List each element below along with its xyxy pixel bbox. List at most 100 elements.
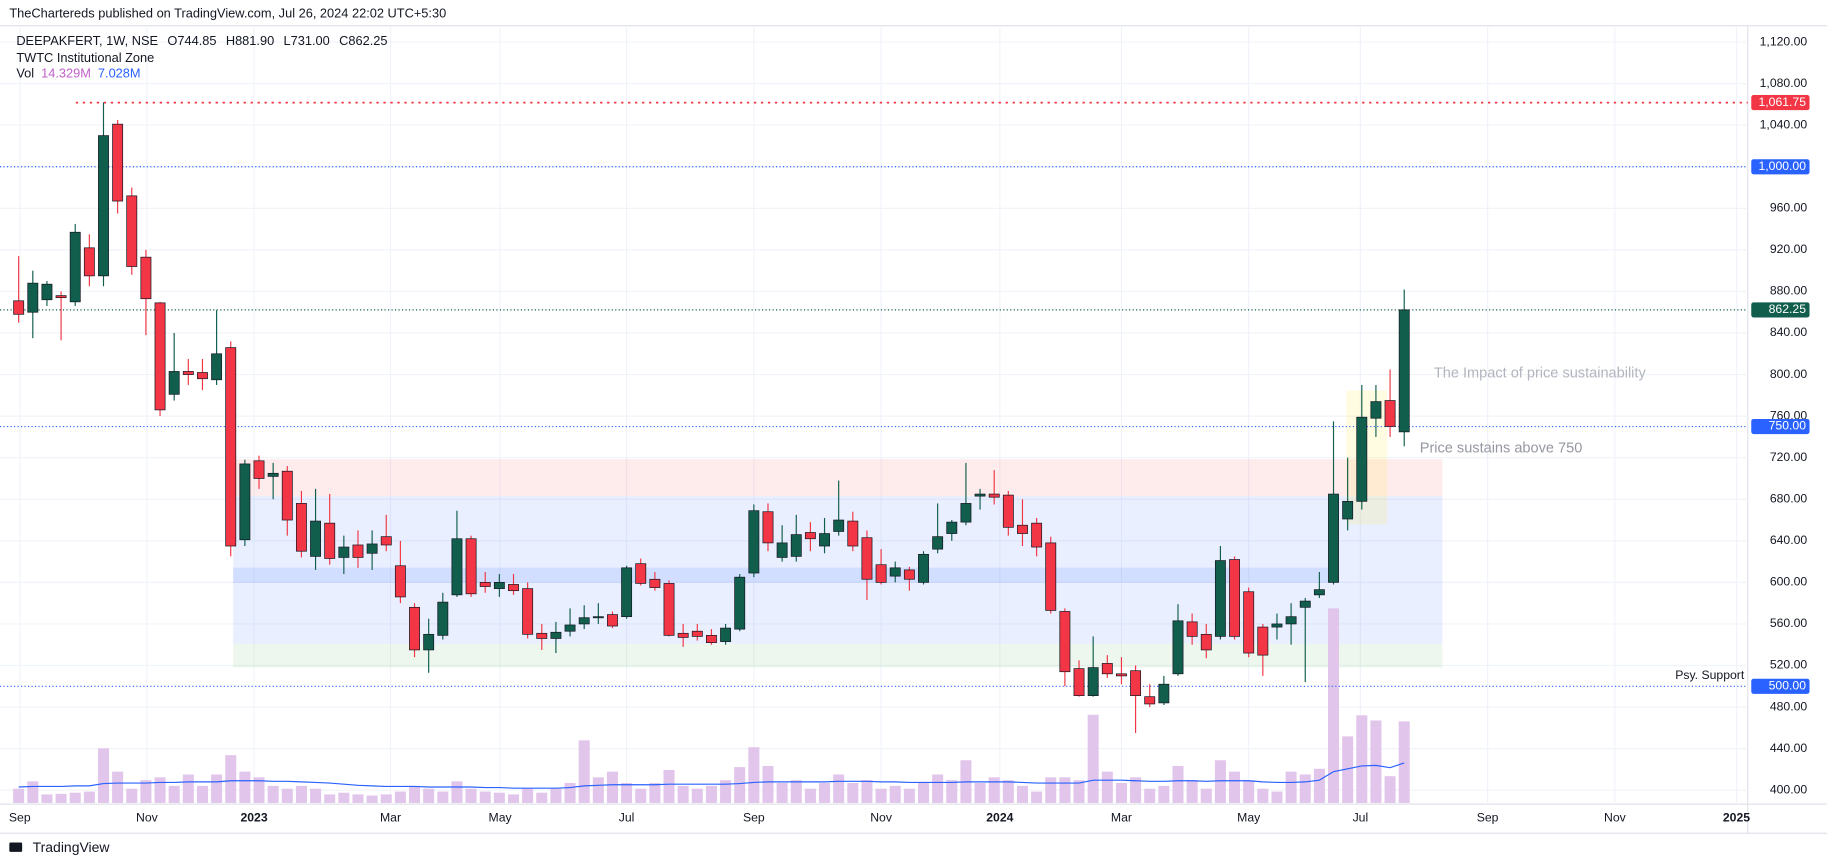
volume-bar	[13, 788, 25, 803]
volume-bar	[1328, 608, 1340, 803]
price-label: 862.25	[1769, 302, 1807, 316]
volume-bar	[762, 765, 774, 803]
volume-bar	[239, 771, 251, 803]
candle-body	[437, 601, 449, 636]
volume-bar	[338, 792, 350, 803]
candle-body	[607, 614, 618, 627]
x-tick-label: Sep	[1477, 810, 1499, 824]
candle-body	[465, 538, 477, 595]
volume-bar	[677, 785, 689, 803]
candle-body	[1299, 600, 1311, 608]
candle-body	[98, 135, 109, 277]
legend-ohlc-key: L	[284, 33, 291, 48]
volume-bar	[889, 785, 901, 803]
volume-bar	[1031, 791, 1043, 803]
volume-bar	[776, 783, 788, 803]
volume-bar	[522, 788, 534, 803]
volume-bar	[1243, 780, 1255, 803]
annotation: Price sustains above 750	[1420, 441, 1583, 457]
candle-body	[649, 578, 661, 588]
y-tick-label: 960.00	[1770, 201, 1808, 215]
x-tick-label: Nov	[1604, 810, 1627, 824]
y-tick-label: 560.00	[1770, 616, 1808, 630]
candle-body	[1384, 400, 1396, 427]
volume-bar	[663, 769, 675, 803]
price-label: 1,061.75	[1758, 95, 1806, 109]
volume-bar	[903, 788, 915, 803]
zone	[233, 459, 1443, 497]
y-tick-label: 1,080.00	[1760, 76, 1808, 90]
candle-body	[126, 195, 138, 267]
candle-body	[1214, 560, 1226, 637]
y-tick-label: 680.00	[1770, 491, 1808, 505]
volume-bar	[734, 767, 746, 803]
volume-bar	[168, 785, 180, 803]
volume-bar	[1158, 785, 1170, 803]
x-tick-label: 2024	[986, 810, 1013, 824]
candle-body	[790, 534, 802, 557]
volume-bar	[1398, 721, 1410, 803]
legend-ohlc-value: 731.00	[291, 33, 330, 48]
volume	[13, 608, 1410, 803]
candle-body	[720, 627, 732, 642]
legend-symbol: DEEPAKFERT, 1W, NSE O744.85 H881.90 L731.00…	[16, 33, 387, 48]
x-tick-label: Sep	[743, 810, 765, 824]
candle-body	[27, 282, 39, 313]
volume-bar	[621, 783, 633, 803]
volume-bar	[635, 788, 647, 803]
volume-bar	[790, 780, 802, 803]
candle-body	[13, 300, 25, 315]
volume-bar	[1257, 788, 1269, 803]
candle-body	[903, 569, 915, 580]
volume-bar	[536, 792, 548, 803]
volume-bar	[875, 788, 887, 803]
y-tick-label: 920.00	[1770, 242, 1808, 256]
volume-bar	[479, 791, 491, 803]
volume-bar	[606, 771, 618, 803]
candle-body	[776, 542, 788, 558]
candle-body	[1257, 626, 1269, 656]
candle-body	[451, 538, 463, 596]
candle-body	[1200, 633, 1212, 651]
price-label-box	[1751, 159, 1810, 175]
volume-bar	[1002, 780, 1014, 803]
candle-body	[1045, 542, 1057, 611]
volume-bar	[1087, 714, 1099, 803]
volume-bar	[83, 791, 95, 803]
volume-bar	[1186, 780, 1198, 803]
y-tick-label: 840.00	[1770, 325, 1808, 339]
volume-bar	[1313, 768, 1325, 803]
volume-bar	[1115, 783, 1127, 803]
volume-bar	[649, 783, 661, 803]
candle-body	[366, 543, 378, 554]
candle-body	[536, 632, 548, 639]
candle-body	[239, 463, 251, 541]
volume-bar	[409, 785, 421, 803]
candle-body	[281, 470, 293, 521]
volume-bar	[720, 780, 732, 803]
candle-body	[663, 583, 675, 636]
candle-body	[1271, 623, 1283, 628]
legend-vol-value: 14.329M	[41, 66, 91, 81]
candle-body	[69, 231, 81, 303]
candle-body	[1328, 493, 1339, 583]
price-label-box	[1751, 678, 1810, 694]
volume-bar	[1200, 788, 1212, 803]
y-tick-label: 480.00	[1770, 699, 1808, 713]
volume-bar	[917, 783, 930, 803]
volume-ma-line	[18, 762, 1405, 789]
volume-bar	[211, 774, 223, 803]
volume-bar	[281, 788, 293, 803]
volume-bar	[1059, 777, 1071, 803]
candle-body	[182, 371, 194, 375]
volume-bar	[507, 794, 520, 803]
y-tick-label: 880.00	[1770, 284, 1808, 298]
candle-body	[310, 520, 322, 557]
x-tick-label: Jul	[1353, 810, 1369, 824]
candle-body	[1073, 668, 1085, 696]
candle-body	[1116, 673, 1127, 677]
volume-bar	[55, 793, 67, 803]
volume-bar	[295, 785, 307, 803]
candle-body	[1342, 500, 1354, 520]
